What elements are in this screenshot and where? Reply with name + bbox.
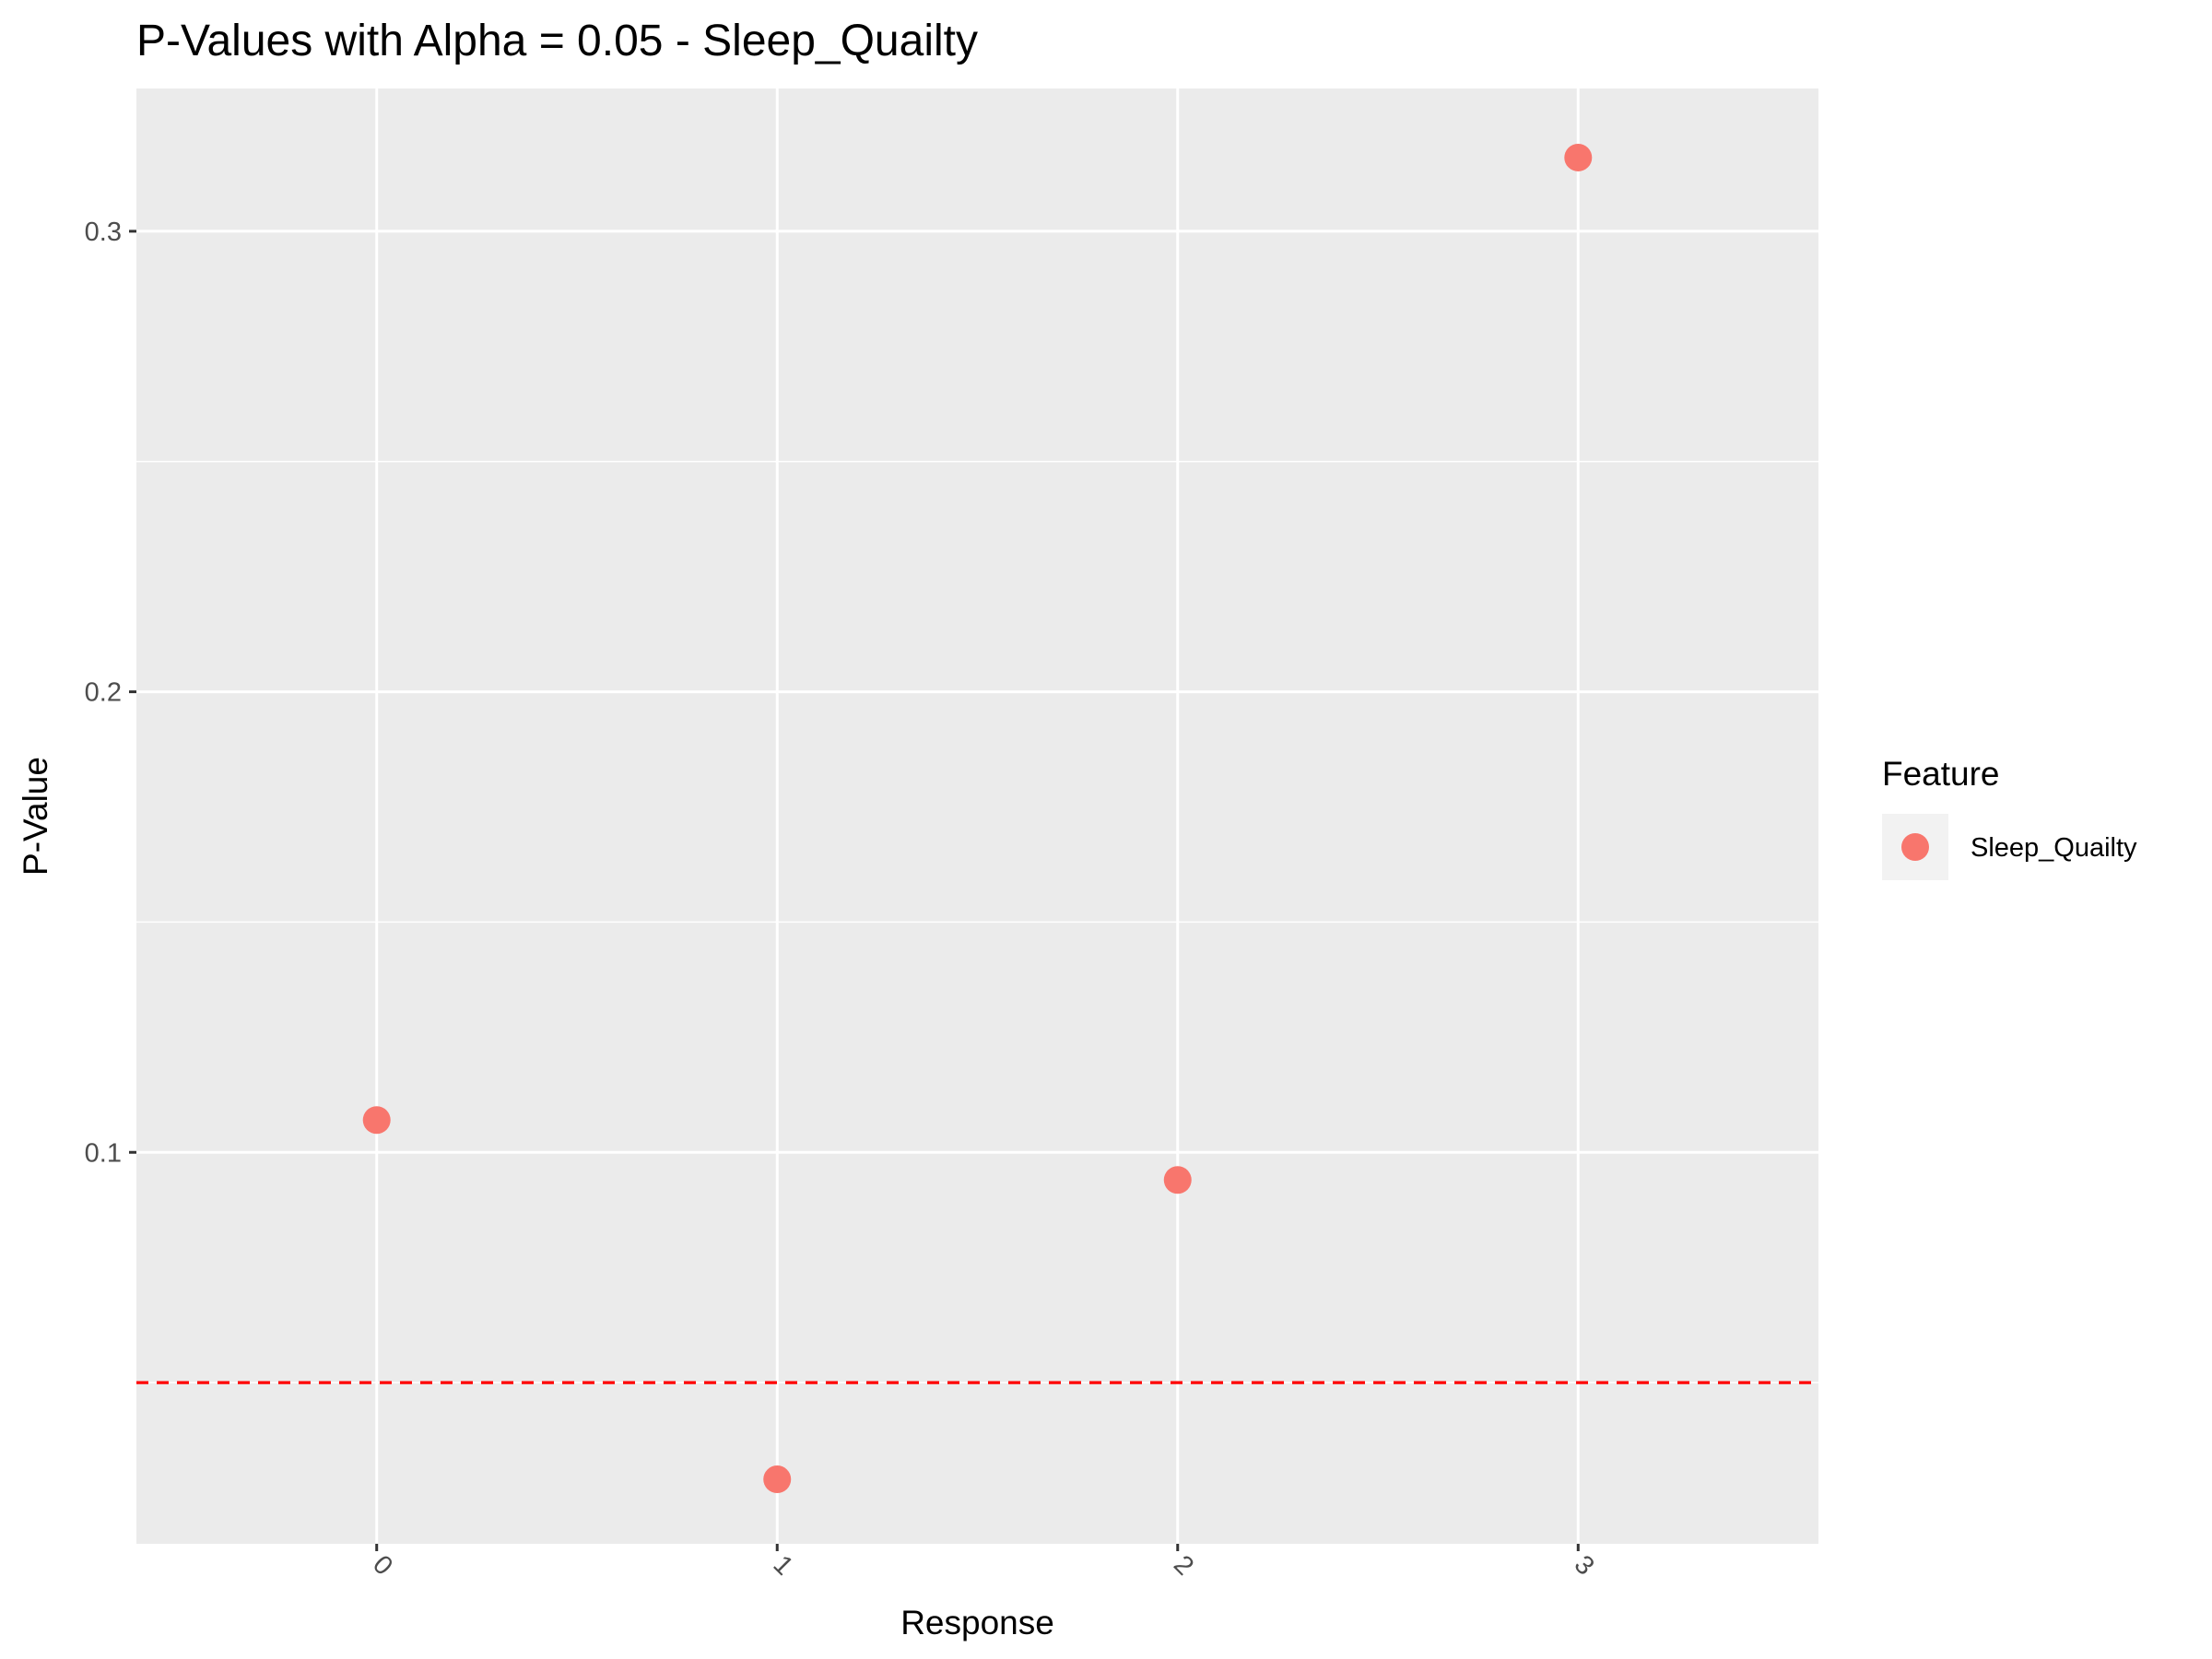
chart-title: P-Values with Alpha = 0.05 - Sleep_Quail…: [136, 17, 978, 65]
plot-panel: [136, 88, 1818, 1544]
y-tick-label: 0.3: [85, 218, 122, 247]
data-point: [1564, 143, 1593, 171]
y-tick-label: 0.2: [85, 678, 122, 708]
legend: Feature Sleep_Quailty: [1882, 755, 2137, 880]
major-gridlines: [136, 88, 1818, 1544]
legend-label: Sleep_Quailty: [1971, 833, 2137, 863]
y-tick-label: 0.1: [85, 1138, 122, 1168]
data-point: [763, 1465, 792, 1494]
y-axis: 0.1 0.2 0.3: [85, 218, 136, 1168]
data-point: [362, 1106, 391, 1135]
data-point: [1163, 1166, 1192, 1194]
y-axis-title: P-Value: [17, 757, 54, 876]
x-axis-title: Response: [900, 1604, 1054, 1641]
data-points: [362, 143, 1593, 1494]
legend-marker: [1901, 833, 1929, 861]
legend-title: Feature: [1882, 755, 2000, 793]
